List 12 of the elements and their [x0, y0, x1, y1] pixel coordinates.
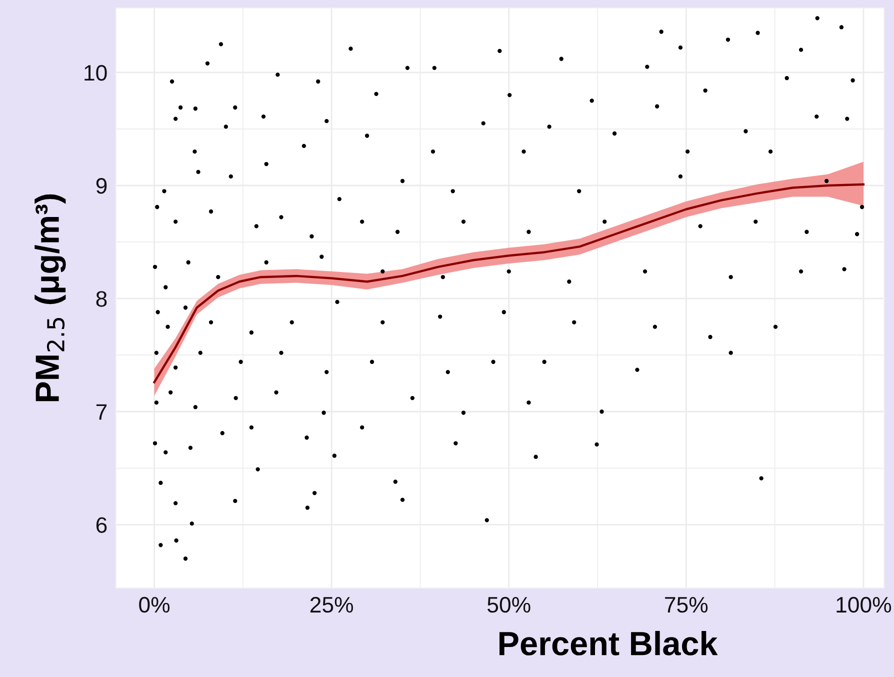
x-tick-label: 75% — [665, 597, 708, 613]
y-tick-label: 10 — [84, 64, 107, 81]
x-tick-label: 50% — [488, 596, 530, 613]
y-tick-label: 6 — [96, 517, 107, 533]
x-axis-title: Percent Black — [500, 630, 718, 656]
y-tick-label: 7 — [96, 404, 107, 420]
x-tick-label: 100% — [836, 596, 892, 613]
x-tick-label: 0% — [139, 596, 170, 613]
y-axis-title: PM$_{2.5}$ (μg/m³) — [34, 194, 66, 402]
y-tick-label: 8 — [96, 291, 107, 307]
x-tick-label: 25% — [310, 596, 354, 613]
y-tick-label: 9 — [96, 178, 107, 194]
